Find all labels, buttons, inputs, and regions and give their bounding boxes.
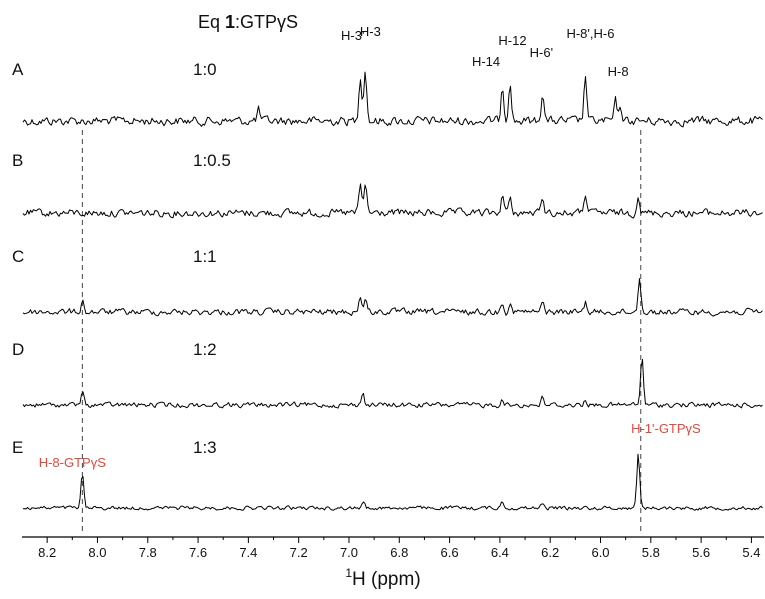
spectrum-trace-c [22,278,763,317]
x-tick-label: 7.2 [290,545,308,560]
spectrum-trace-d [22,358,763,409]
x-tick-label: 6.0 [591,545,609,560]
x-tick-label: 7.4 [239,545,257,560]
ratio-label-d: 1:2 [193,340,217,359]
peak-label: H-3 [360,24,381,39]
peak-label: H-8 [608,64,629,79]
x-tick-label: 7.6 [189,545,207,560]
x-tick-label: 8.2 [38,545,56,560]
row-label-c: C [12,247,24,266]
peak-label: H-6' [530,45,553,60]
x-tick-label: 5.6 [692,545,710,560]
ratio-label-e: 1:3 [193,438,217,457]
dashed-reference-lines [81,130,642,535]
red-annotation: H-8-GTPγS [39,455,107,470]
x-tick-label: 6.4 [491,545,509,560]
row-label-b: B [12,151,23,170]
spectra-traces [22,71,763,511]
x-tick-label: 6.8 [390,545,408,560]
x-tick-label: 8.0 [88,545,106,560]
spectrum-trace-e [22,453,763,511]
spectra-labels: A 1:0 B 1:0.5 C 1:1 D 1:2 E 1:3 H-3'H-3 H-14 H-12 H-6… [12,24,701,470]
row-label-a: A [12,60,24,79]
row-label-d: D [12,340,24,359]
x-tick-label: 6.2 [541,545,559,560]
peak-label: H-3' [341,28,364,43]
x-tick-label: 6.6 [441,545,459,560]
x-axis: 8.2 8.0 7.8 7.6 7.4 7.2 7.0 6.8 6.6 6.4 6.2 6.0 5.8 5… [22,536,764,560]
peak-label: H-14 [472,54,500,69]
peak-label: H-12 [498,33,526,48]
row-label-e: E [12,438,23,457]
peak-label: H-8',H-6 [566,26,614,41]
spectrum-trace-b [22,183,763,219]
x-tick-label: 5.4 [742,545,760,560]
x-tick-label: 5.8 [642,545,660,560]
ratio-label-c: 1:1 [193,247,217,266]
red-annotation: H-1'-GTPγS [631,421,701,436]
ratio-label-b: 1:0.5 [193,151,231,170]
ratio-label-a: 1:0 [193,60,217,79]
chart-title: Eq 1:GTPγS [198,12,298,32]
x-axis-label: 1H (ppm) [345,566,420,590]
x-tick-label: 7.8 [139,545,157,560]
spectrum-trace-a [22,71,763,128]
x-tick-label: 7.0 [340,545,358,560]
